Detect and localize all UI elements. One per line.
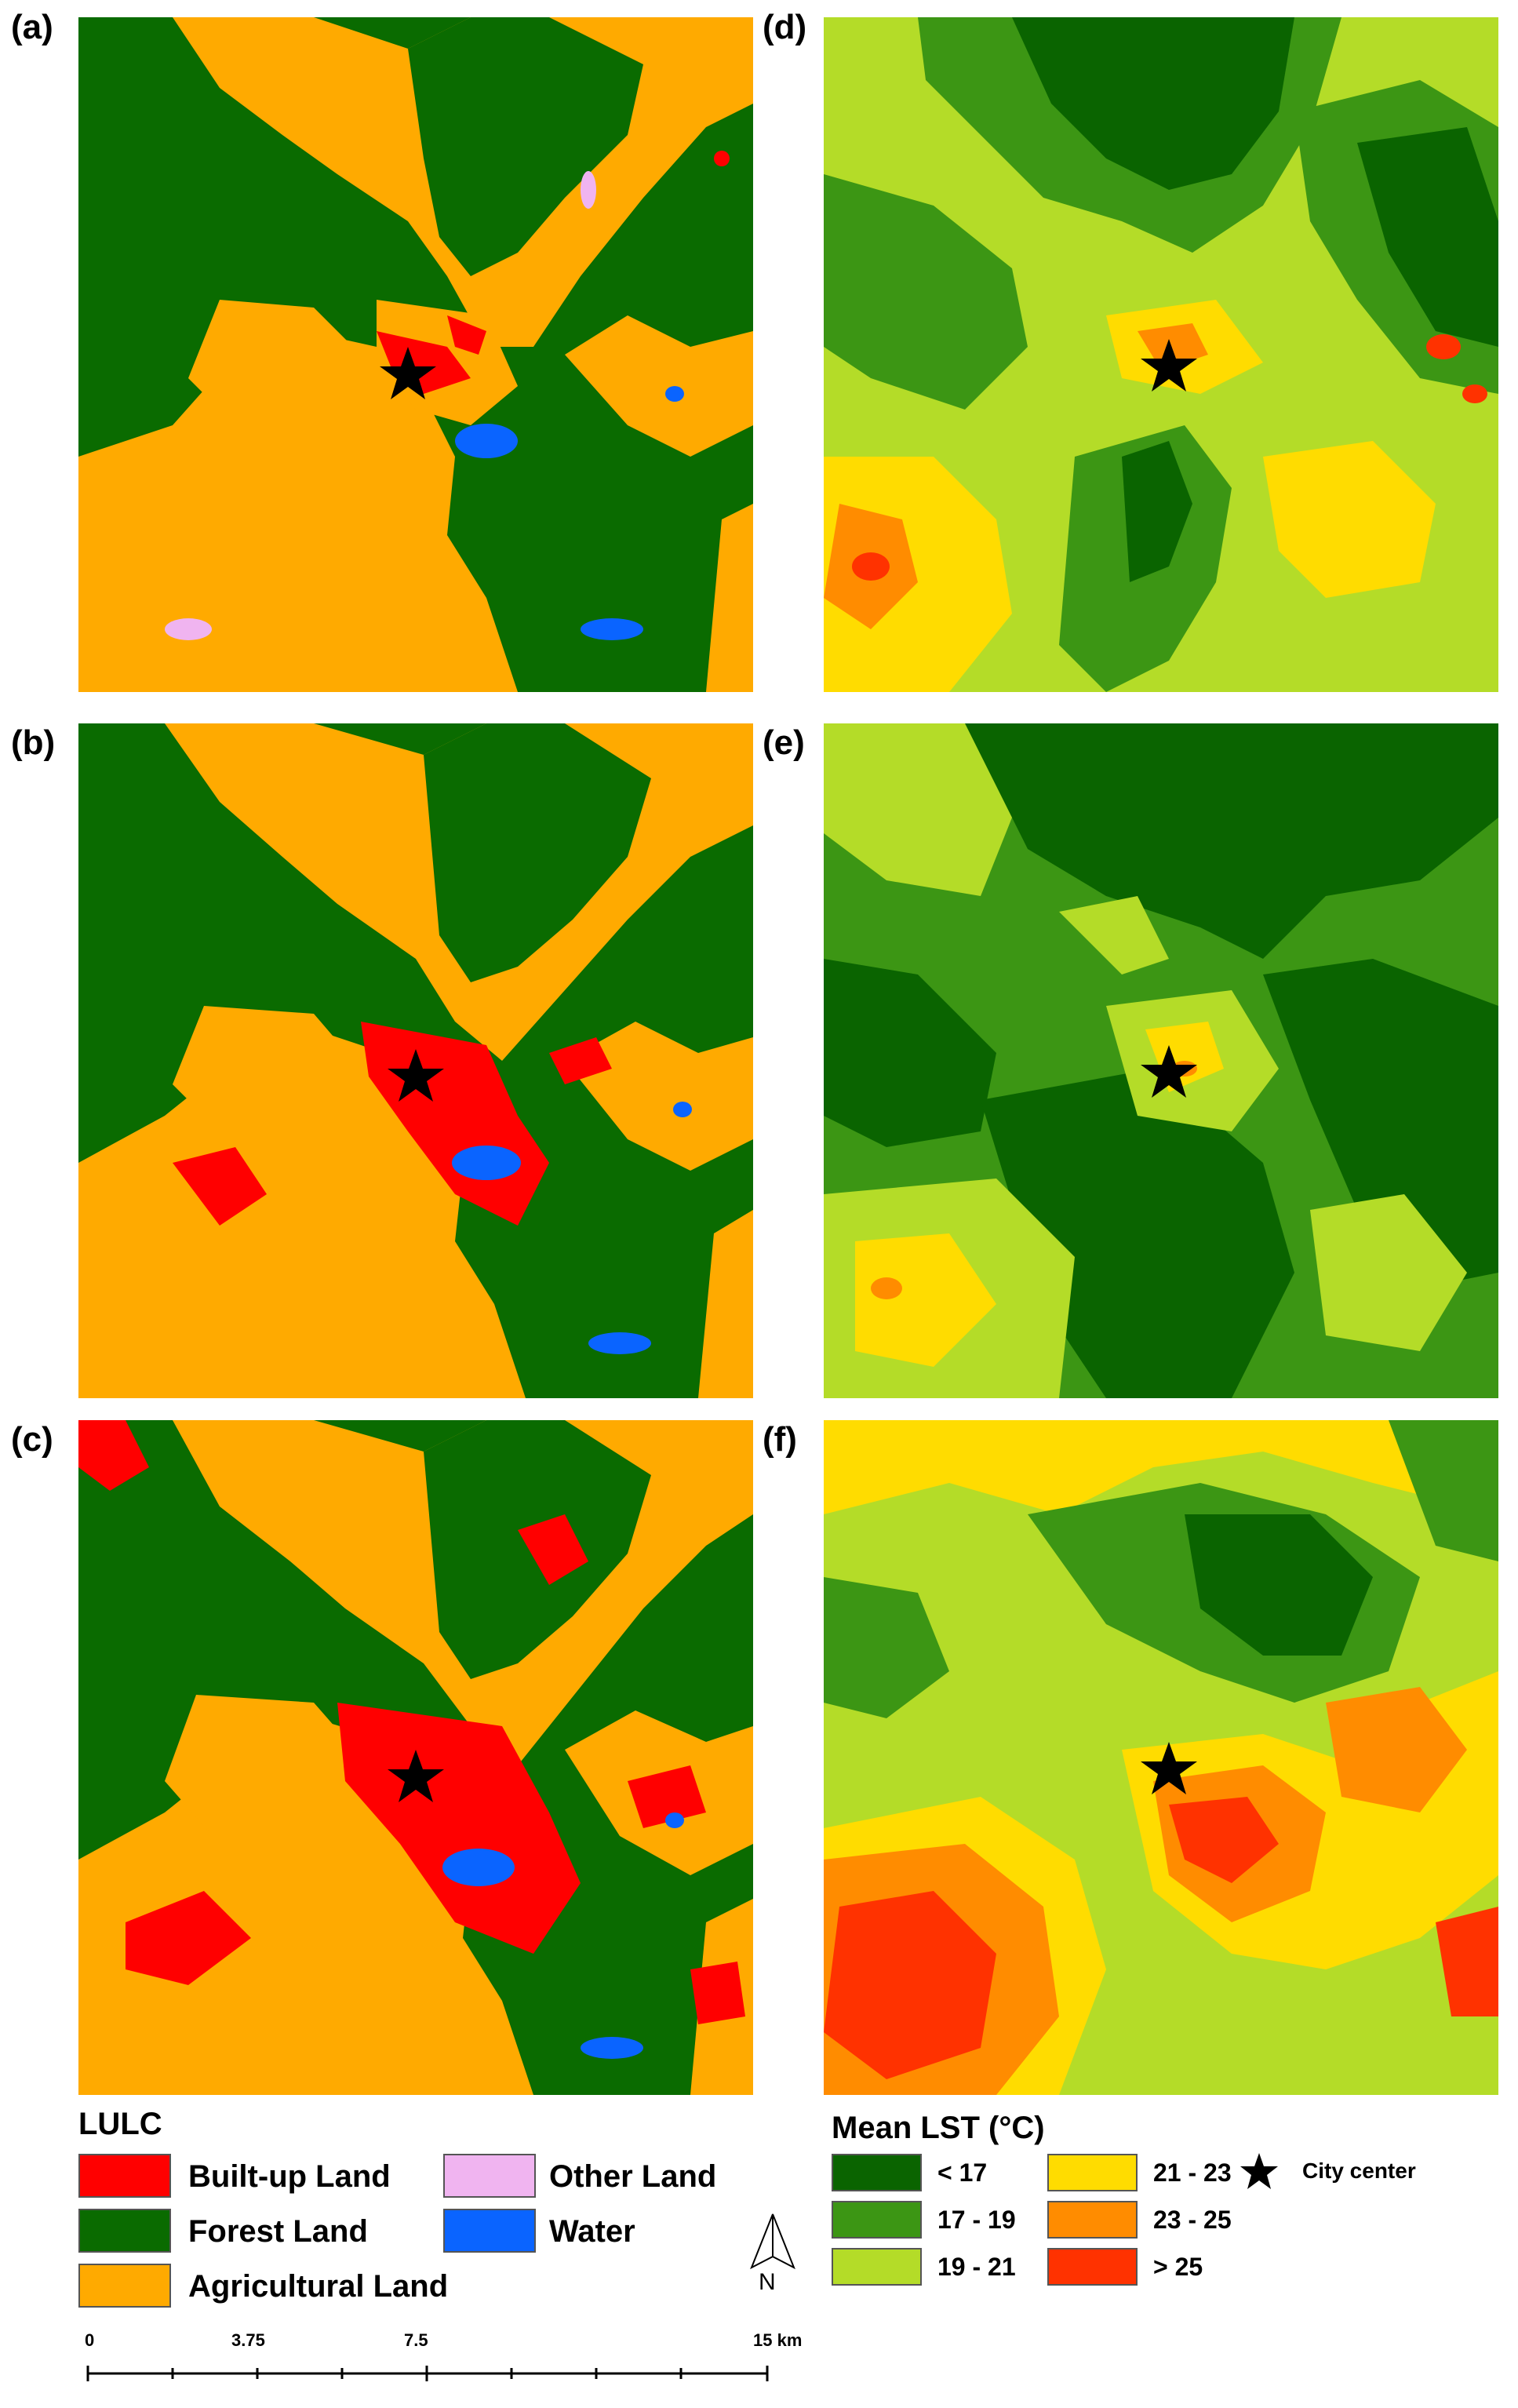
lulc-map-a <box>78 17 753 692</box>
scale-tick-label-1: 3.75 <box>231 2330 265 2350</box>
lst-label-17-19: 17 - 19 <box>937 2206 1016 2234</box>
lulc-swatch-other <box>443 2154 536 2198</box>
scale-tick-label-2: 7.5 <box>404 2330 428 2350</box>
lulc-legend-title: LULC <box>78 2107 162 2141</box>
north-arrow-label: N <box>759 2269 776 2295</box>
city-center-marker-a <box>380 347 436 399</box>
panel-label-d: (d) <box>763 8 807 46</box>
north-arrow-icon <box>745 2213 800 2287</box>
lulc-swatch-forest <box>78 2209 171 2253</box>
lulc-swatch-water <box>443 2209 536 2253</box>
panel-label-c: (c) <box>11 1420 53 1459</box>
lulc-label-agricultural: Agricultural Land <box>188 2269 449 2304</box>
lst-swatch-19-21 <box>832 2248 922 2286</box>
city-center-marker-d <box>1141 339 1197 392</box>
lst-map-e <box>824 723 1498 1398</box>
lulc-label-water: Water <box>549 2214 635 2249</box>
city-center-marker-c <box>388 1750 444 1802</box>
lulc-label-other: Other Land <box>549 2159 717 2194</box>
city-center-marker-e <box>1141 1045 1197 1098</box>
lst-swatch-21-23 <box>1047 2154 1138 2191</box>
city-center-legend-icon <box>1240 2151 1279 2191</box>
scale-tick-label-3: 15 km <box>753 2330 803 2350</box>
lst-label-19-21: 19 - 21 <box>937 2253 1016 2281</box>
lst-legend-title: Mean LST (°C) <box>832 2111 1045 2145</box>
lst-map-d <box>824 17 1498 692</box>
lst-label-21-23: 21 - 23 <box>1153 2158 1232 2187</box>
lulc-swatch-agricultural <box>78 2264 171 2308</box>
lst-swatch-lt17 <box>832 2154 922 2191</box>
panel-label-f: (f) <box>763 1420 797 1459</box>
lst-label-23-25: 23 - 25 <box>1153 2206 1232 2234</box>
city-center-marker-f <box>1141 1742 1197 1794</box>
lulc-map-c <box>78 1420 753 2095</box>
lulc-swatch-built-up <box>78 2154 171 2198</box>
lst-swatch-gt25 <box>1047 2248 1138 2286</box>
panel-label-b: (b) <box>11 723 56 762</box>
lst-label-gt25: > 25 <box>1153 2253 1203 2281</box>
lulc-map-b <box>78 723 753 1398</box>
lst-swatch-17-19 <box>832 2201 922 2239</box>
lst-label-lt17: < 17 <box>937 2158 988 2187</box>
city-center-marker-b <box>388 1049 444 1102</box>
panel-label-a: (a) <box>11 8 53 46</box>
lst-map-f <box>824 1420 1498 2095</box>
panel-label-e: (e) <box>763 723 805 762</box>
lulc-label-built-up: Built-up Land <box>188 2159 391 2194</box>
scale-bar <box>86 2362 777 2385</box>
lst-swatch-23-25 <box>1047 2201 1138 2239</box>
city-center-legend-label: City center <box>1302 2158 1416 2183</box>
scale-tick-label-0: 0 <box>85 2330 95 2350</box>
lulc-label-forest: Forest Land <box>188 2214 368 2249</box>
